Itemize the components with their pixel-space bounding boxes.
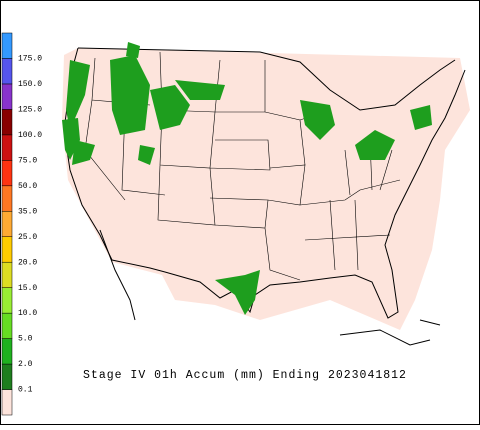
precip-areas [62, 42, 432, 315]
color-swatch [1, 363, 13, 390]
color-swatch [1, 32, 13, 59]
outlying-coast [99, 229, 441, 346]
colorbar-label: 20.0 [18, 258, 37, 267]
colorbar-label: 0.1 [18, 386, 33, 395]
colorbar-label: 125.0 [18, 106, 42, 115]
colorbar-label: 150.0 [18, 80, 42, 89]
color-swatch [1, 236, 13, 263]
map-title: Stage IV 01h Accum (mm) Ending 202304181… [83, 369, 407, 382]
color-swatch [1, 185, 13, 212]
colorbar-label: 75.0 [18, 156, 37, 165]
colorbar-label: 5.0 [18, 335, 33, 344]
basemap [62, 42, 470, 346]
colorbar-label: 50.0 [18, 182, 37, 191]
color-swatch [1, 389, 13, 416]
color-swatch [1, 58, 13, 85]
coastline [63, 47, 466, 319]
color-swatch [1, 261, 13, 288]
colorbar-label: 25.0 [18, 233, 37, 242]
colorbar-label: 15.0 [18, 284, 37, 293]
color-swatch [1, 338, 13, 365]
color-swatch [1, 134, 13, 161]
color-swatch [1, 287, 13, 314]
border [77, 47, 456, 111]
color-swatch [1, 83, 13, 110]
color-swatch [1, 211, 13, 237]
color-swatch [1, 312, 13, 339]
colorbar-label: 35.0 [18, 207, 37, 216]
colorbar-label: 2.0 [18, 360, 33, 369]
color-swatch [1, 109, 13, 136]
colorbar-label: 10.0 [18, 309, 37, 318]
color-swatch [1, 160, 13, 187]
colorbar-label: 175.0 [18, 55, 42, 64]
colorbar: 0.1 2.0 5.0 10.0 15.0 20.0 25.0 35.0 50.0 75.0 100… [1, 32, 42, 416]
colorbar-label: 100.0 [18, 131, 42, 140]
